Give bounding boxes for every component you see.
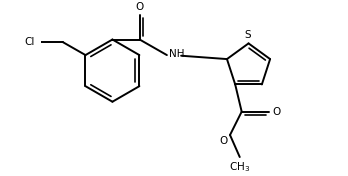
Text: O: O xyxy=(219,136,228,146)
Text: O: O xyxy=(135,2,144,12)
Text: S: S xyxy=(245,30,251,40)
Text: NH: NH xyxy=(169,49,184,59)
Text: CH$_3$: CH$_3$ xyxy=(229,160,250,174)
Text: Cl: Cl xyxy=(25,37,35,47)
Text: O: O xyxy=(273,107,281,117)
